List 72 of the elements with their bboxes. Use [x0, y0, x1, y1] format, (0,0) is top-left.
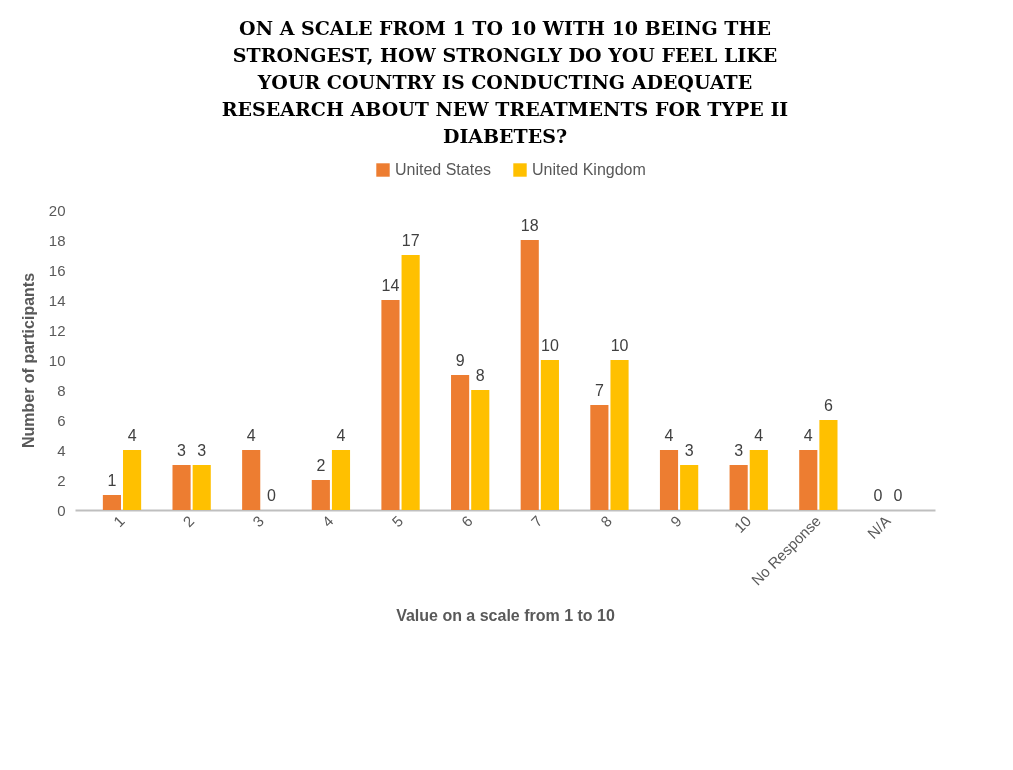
y-tick-label: 0 [57, 501, 66, 519]
data-label: 4 [754, 427, 764, 444]
y-tick-label: 14 [48, 291, 66, 309]
bar [192, 465, 211, 510]
bar [471, 390, 490, 510]
data-label: 8 [475, 367, 485, 384]
y-tick-label: 6 [57, 411, 66, 429]
bar [659, 450, 679, 510]
bar [729, 465, 748, 510]
y-tick-label: 16 [48, 261, 66, 279]
y-tick-label: 8 [57, 381, 66, 399]
bar [172, 465, 191, 510]
bar [610, 360, 629, 510]
bar [590, 405, 609, 510]
data-label: 0 [893, 487, 903, 504]
data-label: 4 [664, 427, 674, 444]
x-tick-label: 2 [179, 512, 198, 531]
bar [331, 450, 351, 510]
bar [799, 450, 818, 510]
bar [242, 450, 261, 510]
data-label: 1 [107, 472, 117, 489]
x-tick-label: 6 [457, 512, 476, 531]
data-label: 0 [266, 487, 276, 504]
data-label: 18 [520, 217, 539, 234]
y-tick-label: 2 [57, 471, 66, 489]
x-tick-label: 8 [597, 512, 616, 531]
bar [540, 360, 559, 510]
bar [123, 450, 142, 510]
data-label: 7 [594, 382, 604, 399]
bar [680, 465, 699, 510]
x-tick-label: 9 [666, 512, 685, 531]
x-tick-label: 10 [730, 512, 755, 536]
data-label: 4 [127, 427, 137, 444]
bar [819, 420, 838, 510]
chart-title: ON A SCALE FROM 1 TO 10 WITH 10 BEING THE STRONGEST, HOW STRONGLY DO YOU FEEL LIKE YOUR COUNTRY IS CONDUCTING ADEQUATE RESEARCH ABOUT NEW TREATMENTS FOR TYPE II DIABETES? [221, 17, 789, 147]
x-tick-label: 3 [249, 512, 267, 531]
y-tick-label: 10 [48, 351, 66, 369]
data-label: 6 [823, 397, 833, 414]
legend-label: United Kingdom [532, 161, 646, 178]
y-tick-label: 18 [48, 231, 66, 249]
x-tick-label: 5 [388, 512, 407, 531]
y-tick-label: 4 [57, 441, 66, 459]
bar [749, 450, 768, 510]
bar [451, 375, 470, 510]
data-label: 3 [177, 442, 187, 459]
x-tick-label: 7 [527, 512, 546, 531]
bar [102, 495, 121, 510]
y-axis-title: Number of participants [19, 272, 37, 449]
data-label: 4 [336, 427, 346, 444]
x-tick-label: 1 [109, 512, 128, 531]
data-label: 9 [455, 352, 465, 369]
data-label: 17 [401, 232, 420, 249]
bar [520, 240, 539, 510]
x-tick-label: N/A [863, 512, 894, 542]
data-label: 10 [610, 337, 629, 354]
bar [381, 300, 400, 510]
data-label: 2 [316, 457, 326, 474]
x-axis-title: Value on a scale from 1 to 10 [396, 607, 615, 625]
data-label: 14 [381, 277, 400, 294]
bar [401, 255, 420, 510]
data-label: 3 [734, 442, 744, 459]
data-label: 3 [197, 442, 207, 459]
y-tick-label: 20 [48, 201, 66, 219]
y-tick-label: 12 [48, 321, 66, 339]
data-label: 10 [541, 337, 559, 354]
x-tick-label: 4 [318, 512, 337, 531]
data-label: 4 [246, 427, 256, 444]
legend-label: United States [395, 161, 492, 178]
data-label: 3 [684, 442, 694, 459]
data-label: 0 [873, 487, 883, 504]
bar [311, 480, 330, 510]
data-label: 4 [803, 427, 813, 444]
